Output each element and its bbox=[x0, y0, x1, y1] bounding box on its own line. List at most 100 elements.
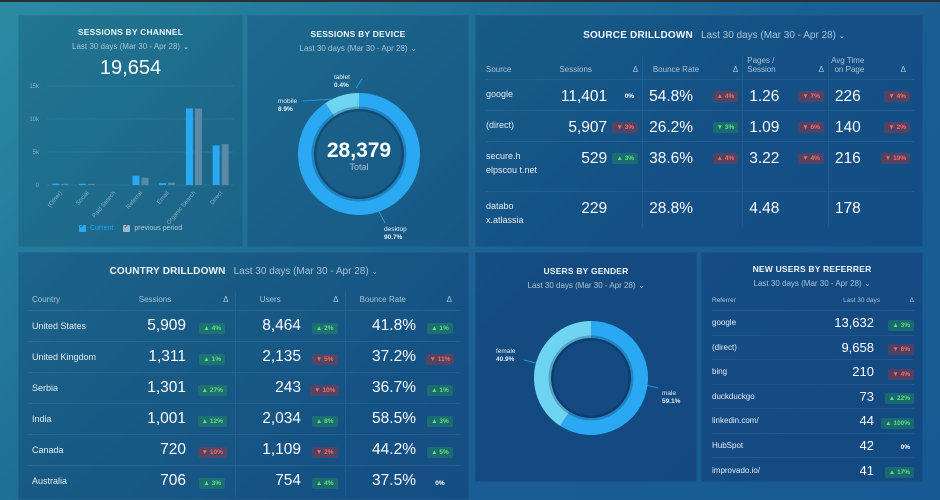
x-tick-label: Email bbox=[156, 190, 170, 205]
table-row[interactable]: bing 210 ▼ 4% bbox=[712, 359, 914, 384]
delta-badge: ▲ 1% bbox=[427, 323, 453, 334]
referrer-name: improvado.io/ bbox=[712, 457, 799, 482]
date-range-selector[interactable]: Last 30 days (Mar 30 - Apr 28) ⌄ bbox=[234, 266, 378, 277]
delta-cell: ▲ 5% bbox=[420, 434, 460, 466]
bar-current[interactable] bbox=[79, 183, 87, 185]
delta-cell: ▼ 11% bbox=[420, 341, 460, 373]
bounce-rate-value: 36.7% bbox=[344, 372, 420, 404]
bar-current[interactable] bbox=[212, 145, 220, 185]
bar-previous[interactable] bbox=[168, 182, 176, 185]
referrer-name: (direct) bbox=[712, 334, 799, 360]
table-row[interactable]: databo x.atlassia 229 28.8% 4.48 178 bbox=[486, 191, 914, 227]
new-users-value: 73 bbox=[798, 383, 880, 409]
column-header: Δ bbox=[446, 295, 452, 304]
bar-current[interactable] bbox=[159, 183, 167, 185]
delta-cell: ▲ 4% bbox=[190, 310, 235, 342]
delta-cell: ▲ 4% bbox=[305, 465, 345, 497]
source-name: databo x.atlassia bbox=[486, 191, 541, 227]
delta-badge: ▲ 27% bbox=[197, 385, 227, 396]
table-row[interactable]: Australia 706 ▲ 3% 754 ▲ 4% 37.5% 0% bbox=[28, 465, 460, 497]
date-range-selector[interactable]: Last 30 days (Mar 30 - Apr 28) ⌄ bbox=[702, 279, 922, 288]
source-name: secure.h elpscou t.net bbox=[486, 141, 541, 192]
delta-cell: 0% bbox=[880, 432, 914, 458]
delta-badge: ▼ 3% bbox=[612, 122, 639, 133]
column-header: Sessions bbox=[559, 65, 592, 74]
y-tick-label: 15k bbox=[29, 84, 40, 90]
widget-title: SESSIONS BY DEVICE bbox=[310, 29, 406, 39]
date-range-selector[interactable]: Last 30 days (Mar 30 - Apr 28) ⌄ bbox=[476, 281, 696, 290]
checkbox-icon bbox=[79, 223, 86, 232]
bar-previous[interactable] bbox=[221, 144, 229, 185]
slice-label: male bbox=[662, 390, 676, 397]
table-row[interactable]: HubSpot 42 0% bbox=[712, 432, 914, 458]
referrer-name: duckduckgo bbox=[712, 383, 799, 409]
table-row[interactable]: secure.h elpscou t.net 529 ▲ 3% 38.6% ▲ 4% 3.… bbox=[486, 141, 914, 192]
sessions-value: 5,907 bbox=[540, 110, 612, 142]
slice-female[interactable] bbox=[534, 321, 591, 426]
slice-percent: 0.4% bbox=[334, 82, 349, 89]
slice-tablet[interactable] bbox=[357, 93, 359, 110]
delta-badge: ▼ 4% bbox=[888, 368, 914, 380]
bar-previous[interactable] bbox=[61, 183, 69, 185]
table-row[interactable]: duckduckgo 73 ▲ 22% bbox=[712, 383, 914, 409]
table-row[interactable]: linkedin.com/44 ▲ 100% bbox=[712, 408, 914, 433]
bar-current[interactable] bbox=[52, 183, 60, 185]
date-range-selector[interactable]: Last 30 days (Mar 30 - Apr 28) ⌄ bbox=[19, 42, 242, 51]
table-row[interactable]: improvado.io/41 ▲ 17% bbox=[712, 457, 914, 482]
table-row[interactable]: United Kingdom 1,311 ▲ 1% 2,135 ▼ 5% 37.2% ▼ 1… bbox=[28, 341, 460, 373]
table-row[interactable]: (direct) 5,907 ▼ 3% 26.2% ▼ 3% 1.09 ▼ 6% 140 ▼ 2… bbox=[486, 110, 914, 142]
source-table: Source Sessions Δ Bounce Rate Δ Pages / … bbox=[486, 56, 914, 227]
x-tick-label: Paid Search bbox=[92, 190, 118, 219]
x-tick-label: Organic Search bbox=[166, 190, 197, 226]
delta-badge: ▲ 3% bbox=[199, 478, 226, 490]
referrer-name: google bbox=[712, 310, 799, 335]
delta-badge: ▼ 6% bbox=[798, 122, 824, 133]
sessions-value: 229 bbox=[540, 191, 612, 227]
chart-legend: Current previous period bbox=[79, 223, 182, 232]
delta-badge: ▼ 11% bbox=[425, 354, 455, 365]
column-header: Δ bbox=[632, 65, 639, 74]
slice-label: mobile bbox=[278, 98, 298, 105]
table-row[interactable]: United States 5,909 ▲ 4% 8,464 ▲ 2% 41.8% ▲ 1% bbox=[28, 310, 460, 342]
delta-cell bbox=[796, 191, 829, 227]
bar-previous[interactable] bbox=[141, 177, 149, 185]
delta-cell: ▼ 2% bbox=[874, 110, 914, 142]
donut-inner-ring bbox=[311, 106, 407, 202]
bar-previous[interactable] bbox=[194, 108, 202, 185]
date-range-selector[interactable]: Last 30 days (Mar 30 - Apr 28) ⌄ bbox=[248, 44, 468, 53]
pages-per-session-value: 4.48 bbox=[742, 191, 797, 227]
source-drilldown-widget: SOURCE DRILLDOWN Last 30 days (Mar 30 - … bbox=[475, 15, 923, 247]
delta-badge: ▲ 5% bbox=[427, 447, 453, 458]
bar-current[interactable] bbox=[185, 108, 193, 185]
bounce-rate-value: 26.2% bbox=[642, 110, 704, 142]
delta-cell: ▲ 100% bbox=[880, 408, 914, 433]
delta-badge: 0% bbox=[900, 444, 910, 452]
table-header-row: Referrer Last 30 days Δ bbox=[712, 293, 914, 311]
delta-cell: ▲ 1% bbox=[420, 310, 460, 342]
delta-cell: ▼ 3% bbox=[703, 110, 743, 142]
avg-time-value: 216 bbox=[827, 141, 875, 192]
legend-item-previous[interactable]: previous period bbox=[123, 223, 182, 232]
table-row[interactable]: google 11,401 0% 54.8% ▲ 4% 1.26 ▼ 7% 226 ▼ 4% bbox=[486, 79, 914, 111]
table-row[interactable]: India 1,001 ▲ 12% 2,034 ▲ 8% 58.5% ▲ 3% bbox=[28, 403, 460, 435]
chevron-down-icon: ⌄ bbox=[839, 33, 845, 40]
date-range-selector[interactable]: Last 30 days (Mar 30 - Apr 28) ⌄ bbox=[701, 30, 845, 41]
slice-male[interactable] bbox=[560, 321, 648, 435]
table-row[interactable]: google 13,632 ▲ 3% bbox=[712, 310, 914, 335]
total-sessions-value: 19,654 bbox=[99, 57, 162, 79]
chevron-down-icon: ⌄ bbox=[410, 46, 417, 53]
slice-mobile[interactable] bbox=[325, 93, 358, 117]
bounce-rate-value: 44.2% bbox=[344, 434, 420, 466]
new-users-value: 42 bbox=[798, 432, 880, 458]
delta-cell bbox=[703, 191, 743, 227]
delta-badge: ▲ 12% bbox=[197, 416, 227, 427]
bar-previous[interactable] bbox=[88, 183, 96, 185]
legend-item-current[interactable]: Current bbox=[79, 223, 113, 232]
delta-cell: ▼ 19% bbox=[874, 141, 914, 192]
column-header: Δ bbox=[333, 295, 339, 304]
table-row[interactable]: Canada 720 ▼ 10% 1,109 ▼ 2% 44.2% ▲ 5% bbox=[28, 434, 460, 466]
table-row[interactable]: (direct) 9,658 ▼ 6% bbox=[712, 334, 914, 360]
table-row[interactable]: Serbia 1,301 ▲ 27% 243 ▼ 10% 36.7% ▲ 1% bbox=[28, 372, 460, 404]
bar-current[interactable] bbox=[132, 175, 140, 185]
bounce-rate-value: 28.8% bbox=[642, 191, 704, 227]
